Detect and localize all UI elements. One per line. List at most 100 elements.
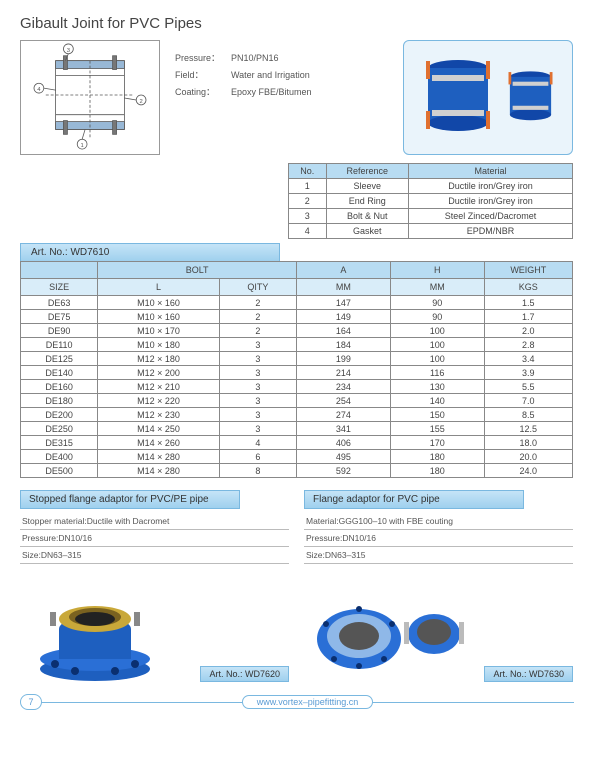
ref-cell: 1 <box>289 179 327 194</box>
main-header: H <box>390 262 484 279</box>
table-cell: DE500 <box>21 464 98 478</box>
table-cell: 24.0 <box>484 464 572 478</box>
ref-header: Material <box>408 164 572 179</box>
ref-cell: EPDM/NBR <box>408 224 572 239</box>
product-image: Art. No.: WD7630 <box>304 564 573 684</box>
main-sub-header: MM <box>296 279 390 296</box>
main-header <box>21 262 98 279</box>
product-spec-line: Pressure:DN10/16 <box>20 530 289 547</box>
table-row: DE160M12 × 21032341305.5 <box>21 380 573 394</box>
table-cell: DE140 <box>21 366 98 380</box>
table-cell: 495 <box>296 450 390 464</box>
main-sub-header: L <box>98 279 219 296</box>
table-cell: DE400 <box>21 450 98 464</box>
table-cell: 274 <box>296 408 390 422</box>
bottom-products: Stopped flange adaptor for PVC/PE pipeSt… <box>20 490 573 684</box>
table-cell: DE250 <box>21 422 98 436</box>
table-cell: M12 × 180 <box>98 352 219 366</box>
spec-label: Field： <box>175 67 231 84</box>
product-image: Art. No.: WD7620 <box>20 564 289 684</box>
spec-row: Coating：Epoxy FBE/Bitumen <box>175 84 388 101</box>
svg-text:3: 3 <box>67 48 71 54</box>
table-cell: 406 <box>296 436 390 450</box>
table-cell: 5.5 <box>484 380 572 394</box>
main-sub-header: KGS <box>484 279 572 296</box>
table-cell: 150 <box>390 408 484 422</box>
footer-url: www.vortex–pipefitting.cn <box>242 695 374 709</box>
spec-value: Water and Irrigation <box>231 67 310 84</box>
table-cell: 3.9 <box>484 366 572 380</box>
page-footer: 7 www.vortex–pipefitting.cn <box>20 692 573 712</box>
product-column: Flange adaptor for PVC pipeMaterial:GGG1… <box>304 490 573 684</box>
product-spec-line: Stopper material:Ductile with Dacromet <box>20 513 289 530</box>
spec-value: Epoxy FBE/Bitumen <box>231 84 312 101</box>
table-row: DE125M12 × 18031991003.4 <box>21 352 573 366</box>
table-cell: M12 × 210 <box>98 380 219 394</box>
table-row: DE500M14 × 280859218024.0 <box>21 464 573 478</box>
ref-header: No. <box>289 164 327 179</box>
svg-text:2: 2 <box>139 99 142 105</box>
product-column: Stopped flange adaptor for PVC/PE pipeSt… <box>20 490 289 684</box>
table-cell: 116 <box>390 366 484 380</box>
table-cell: 8.5 <box>484 408 572 422</box>
table-cell: 18.0 <box>484 436 572 450</box>
main-header: BOLT <box>98 262 297 279</box>
table-cell: 3 <box>219 338 296 352</box>
table-row: DE90M10 × 17021641002.0 <box>21 324 573 338</box>
table-cell: M10 × 160 <box>98 296 219 310</box>
ref-cell: 3 <box>289 209 327 224</box>
product-photo-box <box>403 40 573 155</box>
spec-label: Coating： <box>175 84 231 101</box>
table-row: DE400M14 × 280649518020.0 <box>21 450 573 464</box>
product-art-no: Art. No.: WD7620 <box>200 666 289 682</box>
table-row: DE140M12 × 20032141163.9 <box>21 366 573 380</box>
product-spec-line: Size:DN63–315 <box>304 547 573 564</box>
table-cell: M12 × 200 <box>98 366 219 380</box>
table-row: DE63M10 × 1602147901.5 <box>21 296 573 310</box>
table-cell: M12 × 230 <box>98 408 219 422</box>
top-section: 3 4 2 1 Pressure：PN10/PN16Field：Water an… <box>20 40 573 155</box>
table-cell: 3.4 <box>484 352 572 366</box>
table-cell: 3 <box>219 394 296 408</box>
table-cell: 2 <box>219 324 296 338</box>
spec-list: Pressure：PN10/PN16Field：Water and Irriga… <box>170 40 393 155</box>
table-cell: 2.8 <box>484 338 572 352</box>
table-cell: 2 <box>219 296 296 310</box>
table-cell: M14 × 260 <box>98 436 219 450</box>
table-cell: 180 <box>390 464 484 478</box>
table-cell: DE315 <box>21 436 98 450</box>
ref-cell: End Ring <box>326 194 408 209</box>
table-cell: 12.5 <box>484 422 572 436</box>
technical-diagram: 3 4 2 1 <box>20 40 160 155</box>
svg-text:4: 4 <box>37 87 41 93</box>
reference-table: No.ReferenceMaterial1SleeveDuctile iron/… <box>288 163 573 239</box>
table-cell: 1.5 <box>484 296 572 310</box>
table-row: DE200M12 × 23032741508.5 <box>21 408 573 422</box>
svg-text:1: 1 <box>80 143 83 149</box>
main-header: A <box>296 262 390 279</box>
table-cell: 2.0 <box>484 324 572 338</box>
table-cell: DE110 <box>21 338 98 352</box>
table-cell: 90 <box>390 296 484 310</box>
mid-section: No.ReferenceMaterial1SleeveDuctile iron/… <box>20 163 573 239</box>
table-cell: 3 <box>219 352 296 366</box>
ref-cell: Bolt & Nut <box>326 209 408 224</box>
table-cell: 149 <box>296 310 390 324</box>
ref-cell: Ductile iron/Grey iron <box>408 194 572 209</box>
table-cell: DE90 <box>21 324 98 338</box>
table-row: DE315M14 × 260440617018.0 <box>21 436 573 450</box>
table-cell: M10 × 180 <box>98 338 219 352</box>
ref-cell: 2 <box>289 194 327 209</box>
table-cell: 155 <box>390 422 484 436</box>
table-cell: M10 × 160 <box>98 310 219 324</box>
main-sub-header: QITY <box>219 279 296 296</box>
table-cell: 100 <box>390 338 484 352</box>
main-spec-table: BOLTAHWEIGHTSIZELQITYMMMMKGSDE63M10 × 16… <box>20 261 573 478</box>
table-cell: 20.0 <box>484 450 572 464</box>
table-cell: M12 × 220 <box>98 394 219 408</box>
main-header: WEIGHT <box>484 262 572 279</box>
table-cell: 214 <box>296 366 390 380</box>
ref-cell: Gasket <box>326 224 408 239</box>
table-row: DE180M12 × 22032541407.0 <box>21 394 573 408</box>
table-cell: 254 <box>296 394 390 408</box>
